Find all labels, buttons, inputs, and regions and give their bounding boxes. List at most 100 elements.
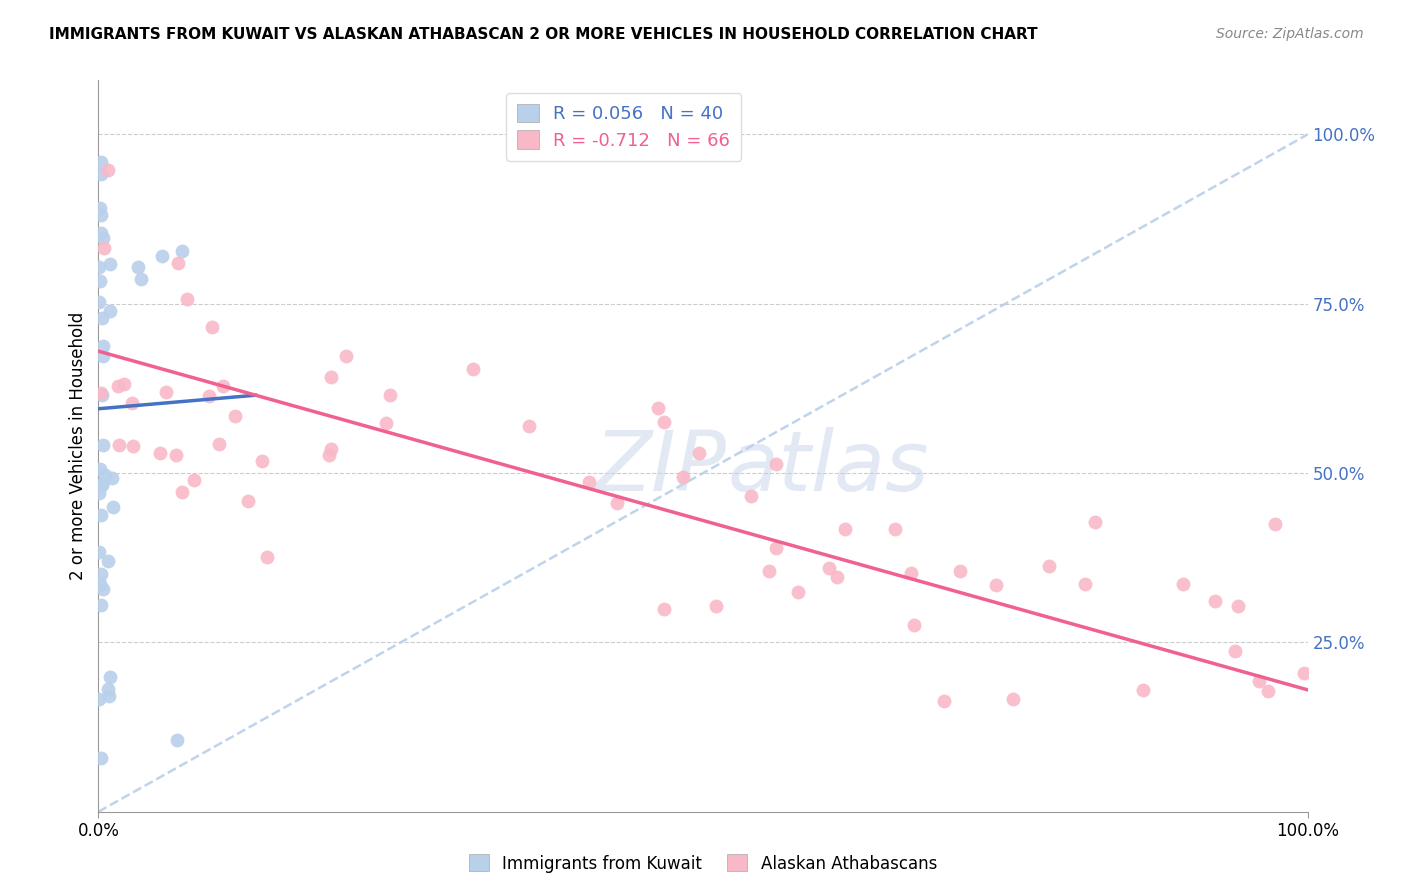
- Point: [984, 578, 1007, 592]
- Point: [87, 486, 110, 500]
- Point: [90, 208, 112, 222]
- Point: [787, 585, 810, 599]
- Point: [150, 249, 173, 263]
- Point: [236, 494, 259, 508]
- Point: [87, 692, 110, 706]
- Point: [103, 500, 125, 514]
- Point: [90, 387, 112, 401]
- Point: [1084, 515, 1107, 529]
- Point: [1001, 692, 1024, 706]
- Point: [121, 439, 143, 453]
- Point: [224, 409, 246, 424]
- Point: [1257, 684, 1279, 698]
- Point: [91, 339, 114, 353]
- Point: [375, 416, 398, 430]
- Point: [704, 599, 727, 613]
- Point: [900, 566, 922, 580]
- Point: [98, 689, 121, 703]
- Point: [198, 389, 221, 403]
- Point: [378, 388, 401, 402]
- Point: [256, 549, 278, 564]
- Point: [91, 478, 114, 492]
- Point: [884, 522, 907, 536]
- Point: [1223, 644, 1246, 658]
- Point: [250, 454, 273, 468]
- Point: [127, 260, 149, 274]
- Point: [834, 522, 856, 536]
- Point: [172, 484, 194, 499]
- Point: [1204, 594, 1226, 608]
- Point: [818, 561, 841, 575]
- Point: [90, 154, 112, 169]
- Point: [183, 474, 205, 488]
- Point: [91, 311, 114, 326]
- Point: [90, 751, 112, 765]
- Point: [97, 163, 120, 178]
- Point: [765, 541, 787, 555]
- Point: [1227, 599, 1250, 613]
- Point: [90, 226, 112, 240]
- Point: [825, 570, 848, 584]
- Point: [155, 384, 177, 399]
- Point: [318, 449, 340, 463]
- Point: [606, 496, 628, 510]
- Point: [201, 320, 224, 334]
- Point: [652, 415, 675, 429]
- Text: Source: ZipAtlas.com: Source: ZipAtlas.com: [1216, 27, 1364, 41]
- Point: [1073, 577, 1095, 591]
- Point: [89, 577, 111, 591]
- Point: [903, 618, 925, 632]
- Point: [166, 732, 188, 747]
- Point: [1292, 665, 1315, 680]
- Point: [321, 370, 343, 384]
- Point: [335, 349, 357, 363]
- Point: [949, 565, 972, 579]
- Legend: R = 0.056   N = 40, R = -0.712   N = 66: R = 0.056 N = 40, R = -0.712 N = 66: [506, 93, 741, 161]
- Point: [172, 244, 194, 258]
- Point: [1038, 558, 1060, 573]
- Point: [758, 564, 780, 578]
- Point: [97, 681, 120, 696]
- Text: atlas: atlas: [727, 427, 929, 508]
- Point: [89, 260, 111, 274]
- Point: [1173, 577, 1195, 591]
- Point: [319, 442, 342, 457]
- Point: [165, 448, 187, 462]
- Point: [740, 489, 762, 503]
- Point: [149, 446, 172, 460]
- Point: [578, 475, 600, 489]
- Point: [87, 295, 110, 310]
- Point: [89, 201, 111, 215]
- Point: [212, 379, 235, 393]
- Text: IMMIGRANTS FROM KUWAIT VS ALASKAN ATHABASCAN 2 OR MORE VEHICLES IN HOUSEHOLD COR: IMMIGRANTS FROM KUWAIT VS ALASKAN ATHABA…: [49, 27, 1038, 42]
- Point: [89, 274, 111, 288]
- Point: [93, 241, 115, 255]
- Point: [129, 271, 152, 285]
- Point: [97, 554, 120, 568]
- Point: [90, 167, 112, 181]
- Point: [91, 349, 114, 363]
- Point: [672, 470, 695, 484]
- Point: [98, 257, 121, 271]
- Point: [90, 566, 112, 581]
- Point: [517, 419, 540, 434]
- Point: [208, 437, 231, 451]
- Point: [87, 545, 110, 559]
- Point: [90, 386, 112, 401]
- Point: [91, 438, 114, 452]
- Point: [98, 304, 121, 318]
- Point: [652, 601, 675, 615]
- Y-axis label: 2 or more Vehicles in Household: 2 or more Vehicles in Household: [69, 312, 87, 580]
- Point: [107, 437, 129, 451]
- Point: [90, 598, 112, 612]
- Point: [107, 379, 129, 393]
- Point: [121, 396, 143, 410]
- Point: [94, 468, 117, 483]
- Legend: Immigrants from Kuwait, Alaskan Athabascans: Immigrants from Kuwait, Alaskan Athabasc…: [463, 847, 943, 880]
- Point: [1132, 683, 1154, 698]
- Point: [688, 446, 710, 460]
- Point: [91, 230, 114, 244]
- Point: [1247, 673, 1270, 688]
- Point: [1264, 517, 1286, 532]
- Point: [647, 401, 669, 416]
